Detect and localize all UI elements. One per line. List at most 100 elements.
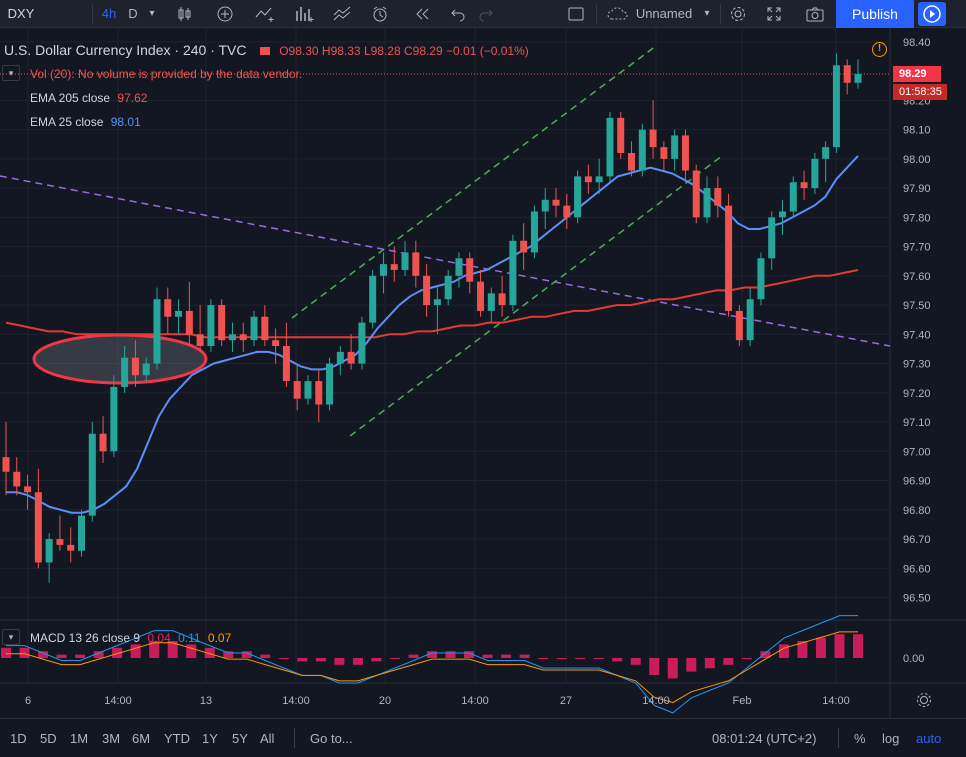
settings-gear-icon[interactable] (726, 0, 750, 28)
candle-body (185, 310, 193, 335)
price-tick-label: 97.40 (903, 329, 931, 341)
indicators-icon[interactable] (292, 0, 318, 28)
candle-body (347, 351, 355, 364)
indicators-plus-icon[interactable] (214, 0, 236, 28)
price-tick-label: 96.60 (903, 563, 931, 575)
time-tick-label: 14:00 (461, 695, 489, 707)
candle-body (326, 363, 334, 405)
axis-settings-gear-icon (917, 693, 931, 707)
publish-button[interactable]: Publish (836, 0, 914, 28)
range-button-6m[interactable]: 6M (132, 731, 151, 746)
range-button-all[interactable]: All (260, 731, 275, 746)
bar-countdown-label: 01:58:35 (893, 84, 947, 100)
candle-body (584, 176, 592, 183)
candle-body (142, 363, 150, 376)
time-tick-label: 13 (200, 695, 212, 707)
range-button-5d[interactable]: 5D (40, 731, 57, 746)
macd-collapse-chevron-icon[interactable]: ▾ (2, 629, 20, 645)
macd-histogram-bar (371, 658, 382, 662)
ohlc-change: −0.01 (−0.01%) (446, 44, 529, 58)
symbol-search[interactable]: DXY (7, 6, 35, 21)
candle-body (444, 275, 452, 300)
candle-body (703, 188, 711, 218)
candle-body (466, 258, 474, 282)
ema25-legend[interactable]: EMA 25 close 98.01 (30, 115, 141, 129)
symbol-legend[interactable]: U.S. Dollar Currency Index · 240 · TVC O… (4, 42, 529, 58)
macd-histogram-bar (815, 637, 826, 658)
candle-body (218, 305, 226, 341)
candle-body (261, 316, 269, 341)
play-button[interactable] (918, 2, 946, 26)
interval-4h-button[interactable]: 4h (101, 6, 117, 21)
warning-icon[interactable]: ! (872, 42, 887, 57)
macd-legend[interactable]: MACD 13 26 close 9 0.04 0.11 0.07 (30, 631, 231, 645)
layout-name[interactable]: Unnamed (635, 6, 693, 21)
ema205-legend[interactable]: EMA 205 close 97.62 (30, 91, 147, 105)
macd-histogram-bar (538, 658, 549, 659)
play-icon (923, 5, 941, 23)
toolbar-divider (838, 728, 839, 748)
camera-snapshot-icon[interactable] (802, 0, 828, 28)
templates-icon[interactable] (330, 0, 356, 28)
ema205-polyline (5, 269, 859, 339)
flag-icon (259, 47, 270, 55)
ema25-value: 98.01 (110, 115, 141, 129)
time-tick-label: 6 (25, 695, 31, 707)
price-tick-label: 97.10 (903, 417, 931, 429)
layout-chevron-icon[interactable]: ▾ (704, 8, 710, 19)
chart-canvas[interactable]: 0.00 98.4098.2098.1098.0097.9097.8097.70… (0, 28, 966, 718)
goto-button[interactable]: Go to... (310, 731, 353, 746)
candle-body (606, 117, 614, 177)
replay-icon[interactable] (410, 0, 434, 28)
macd-line (6, 615, 858, 714)
compare-icon[interactable] (252, 0, 278, 28)
candle-body (746, 299, 754, 341)
macd-histogram-bar (760, 651, 771, 658)
macd-histogram-bar (686, 658, 697, 672)
candle-style-icon[interactable] (174, 0, 196, 28)
fullscreen-toggle-icon[interactable] (564, 0, 588, 28)
interval-d-button[interactable]: D (128, 6, 138, 21)
macd-histogram-bar (797, 641, 808, 658)
alert-clock-icon[interactable] (368, 0, 394, 28)
current-price-label: 98.29 (893, 66, 941, 82)
price-tick-label: 98.40 (903, 37, 931, 49)
undo-icon[interactable] (446, 0, 470, 28)
log-toggle[interactable]: log (882, 731, 900, 746)
time-tick-label: 14:00 (104, 695, 132, 707)
macd-histogram-bar (778, 644, 789, 658)
price-tick-label: 97.80 (903, 212, 931, 224)
expand-icon[interactable] (762, 0, 786, 28)
range-button-1y[interactable]: 1Y (202, 731, 218, 746)
candle-body (520, 240, 528, 253)
price-tick-label: 98.10 (903, 125, 931, 137)
macd-histogram-bar (241, 651, 252, 658)
price-tick-label: 97.90 (903, 183, 931, 195)
range-button-1m[interactable]: 1M (70, 731, 89, 746)
price-tick-label: 97.20 (903, 388, 931, 400)
range-button-3m[interactable]: 3M (102, 731, 121, 746)
macd-histogram-bar (593, 658, 604, 659)
candle-body (239, 334, 247, 341)
macd-histogram-bar (149, 641, 160, 658)
candle-body (379, 264, 387, 276)
chart-area[interactable]: 0.00 98.40 98.20 98.10 98.00 97.90 97.80 97.70… (0, 28, 966, 718)
macd-histogram-bar (427, 651, 437, 658)
range-button-1d[interactable]: 1D (10, 731, 27, 746)
interval-dropdown-chevron-icon[interactable]: ▾ (149, 8, 155, 19)
range-button-ytd[interactable]: YTD (164, 731, 190, 746)
macd-histogram-bar (223, 651, 234, 658)
auto-toggle[interactable]: auto (916, 731, 942, 746)
candle-body (779, 211, 787, 218)
candle-body (477, 281, 485, 311)
candle-body (671, 135, 679, 159)
symbol-title: U.S. Dollar Currency Index · 240 · TVC (4, 42, 247, 58)
collapse-legend-chevron-icon[interactable]: ▾ (2, 65, 20, 81)
range-button-5y[interactable]: 5Y (232, 731, 248, 746)
redo-icon[interactable] (474, 0, 498, 28)
percent-toggle[interactable]: % (854, 731, 866, 746)
clock-timezone[interactable]: 08:01:24 (UTC+2) (712, 731, 817, 746)
macd-histogram-bar (741, 658, 752, 659)
price-tick-label: 97.30 (903, 359, 931, 371)
macd-histogram-bar (704, 658, 715, 669)
